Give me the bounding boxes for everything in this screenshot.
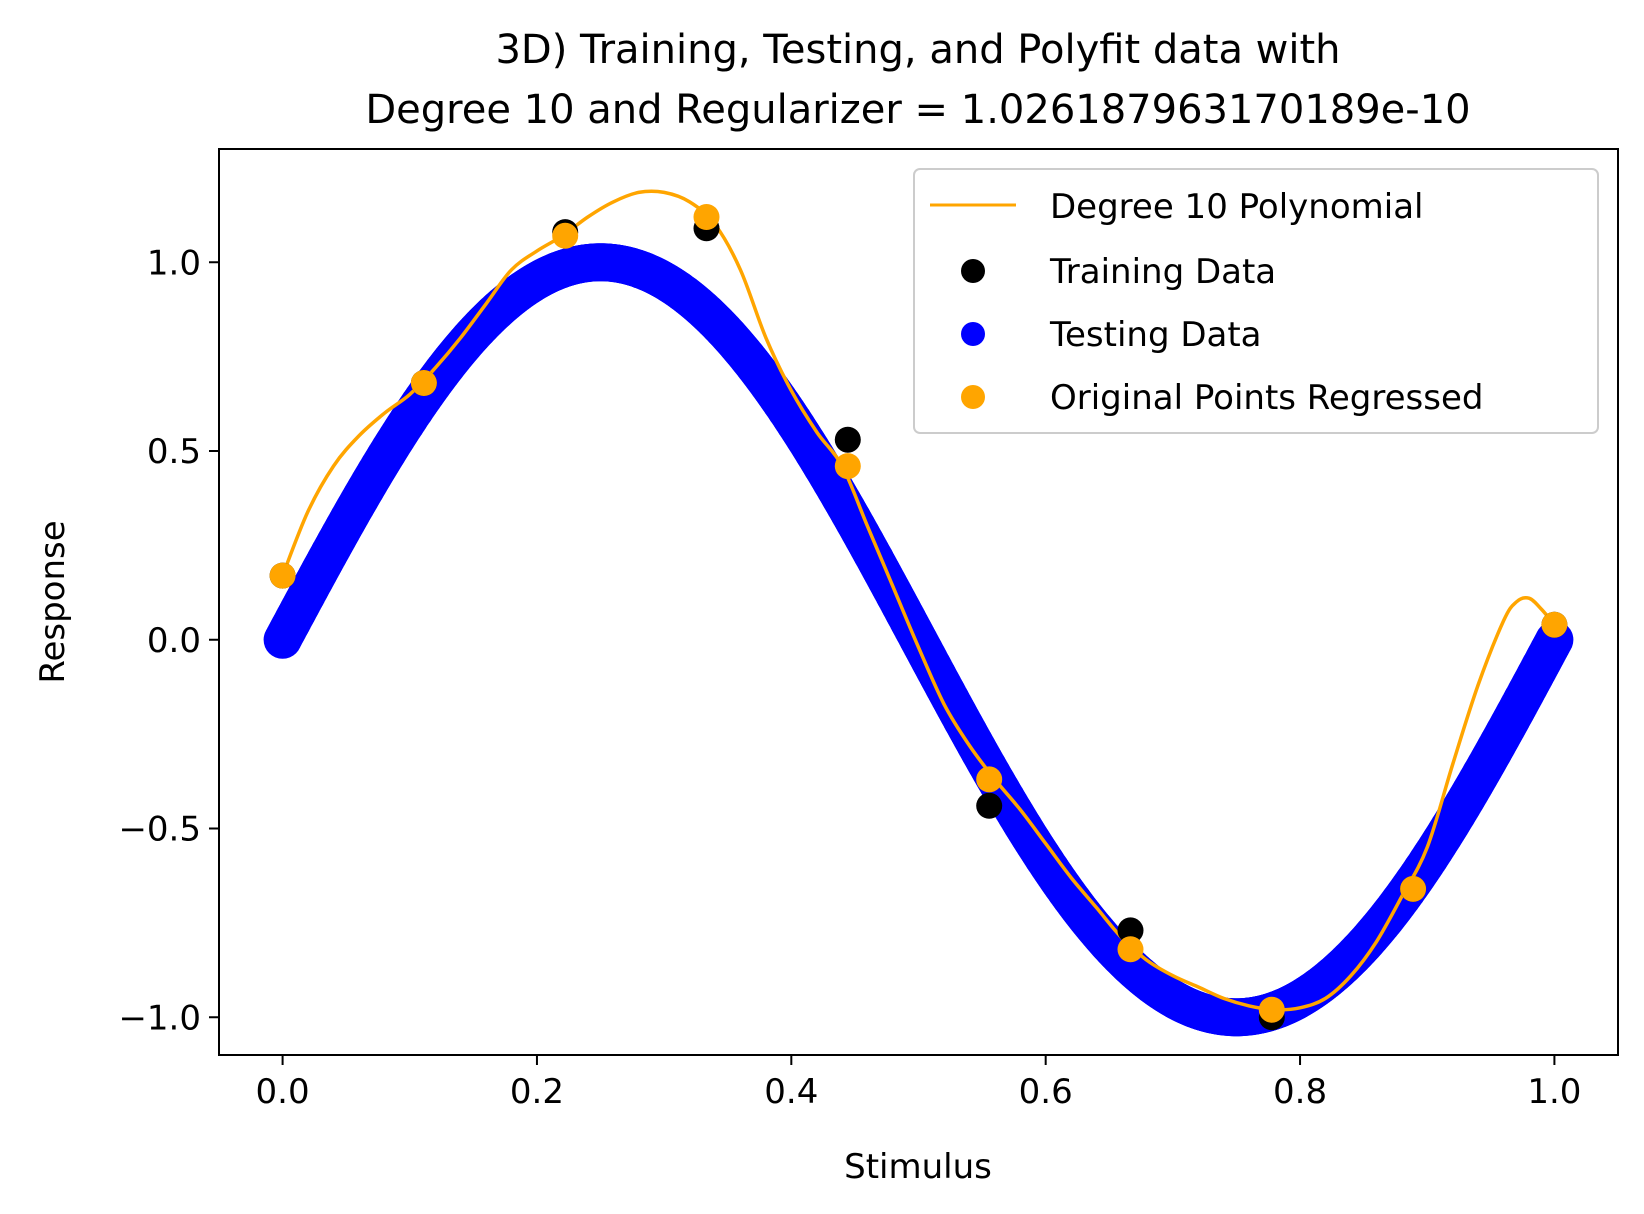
y-axis-ticks: −1.0 −0.5 0.0 0.5 1.0 [118, 243, 219, 1038]
x-tick-label: 0.6 [1019, 1072, 1073, 1112]
polynomial-layer [280, 189, 1556, 1012]
plot-area-frame [218, 148, 1619, 1056]
polynomial-line [280, 189, 1556, 1012]
y-tick-label: 0.0 [147, 621, 201, 661]
chart-title-line-2: Degree 10 and Regularizer = 1.0261879631… [365, 87, 1470, 133]
regressed-point [1117, 936, 1144, 963]
regressed-point [269, 562, 296, 589]
legend-label-training: Training Data [1049, 252, 1276, 292]
training-point [1117, 917, 1144, 944]
training-point [976, 792, 1003, 819]
legend-label-testing: Testing Data [1049, 315, 1262, 355]
training-point [834, 426, 861, 453]
x-tick-label: 1.0 [1527, 1072, 1581, 1112]
regressed-point [693, 204, 720, 230]
x-axis-label: Stimulus [844, 1147, 992, 1187]
regressed-point [976, 766, 1003, 793]
legend-marker-regressed [961, 385, 985, 409]
legend: Degree 10 Polynomial Training Data Testi… [913, 168, 1599, 434]
x-tick-label: 0.2 [510, 1072, 564, 1112]
x-axis-ticks: 0.0 0.2 0.4 0.6 0.8 1.0 [256, 1055, 1581, 1112]
regressed-point [1541, 611, 1568, 638]
x-tick-label: 0.8 [1273, 1072, 1327, 1112]
x-tick-label: 0.4 [764, 1072, 818, 1112]
regressed-data-points [269, 204, 1568, 1023]
x-tick-label: 0.0 [256, 1072, 310, 1112]
regressed-point [834, 453, 861, 480]
y-tick-label: −1.0 [118, 998, 201, 1038]
legend-label-polynomial: Degree 10 Polynomial [1050, 187, 1424, 227]
regressed-point [552, 222, 579, 249]
y-tick-label: −0.5 [118, 810, 201, 850]
legend-marker-training [961, 259, 985, 283]
legend-box [913, 168, 1599, 434]
y-tick-label: 0.5 [147, 432, 201, 472]
regressed-point [410, 370, 437, 396]
y-tick-label: 1.0 [147, 243, 201, 283]
chart-title-line-1: 3D) Training, Testing, and Polyfit data … [495, 27, 1340, 73]
legend-label-regressed: Original Points Regressed [1050, 378, 1483, 418]
y-axis-label: Response [33, 520, 73, 683]
legend-marker-testing [961, 322, 985, 346]
regressed-point [1258, 996, 1285, 1023]
regressed-point [1400, 875, 1427, 902]
